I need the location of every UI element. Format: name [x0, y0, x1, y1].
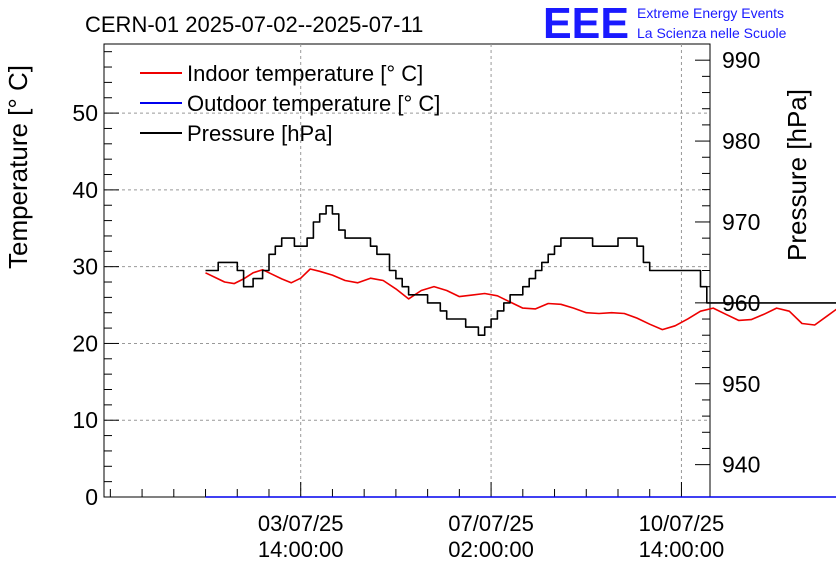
chart-title: CERN-01 2025-07-02--2025-07-11	[85, 12, 423, 37]
legend: Indoor temperature [° C] Outdoor temperat…	[140, 61, 440, 146]
grid-lines	[104, 44, 710, 497]
y2-tick-label: 950	[722, 371, 760, 397]
y-tick-label: 20	[72, 330, 98, 356]
series-lines	[205, 205, 836, 498]
legend-label: Pressure [hPa]	[187, 121, 333, 146]
y-tick-label: 10	[72, 407, 98, 433]
x-axis: 03/07/2514:00:0007/07/2502:00:0010/07/25…	[109, 482, 725, 562]
y-tick-label: 40	[72, 177, 98, 203]
x-tick-label: 03/07/25	[258, 511, 344, 536]
x-tick-label: 10/07/25	[639, 511, 725, 536]
y-axis-temperature: 0 10 20 30 40 50	[72, 51, 119, 510]
y2-tick-label: 990	[722, 47, 760, 73]
series-pressure	[205, 205, 836, 336]
logo-line-1: Extreme Energy Events	[637, 5, 784, 21]
x-tick-label: 14:00:00	[639, 537, 725, 562]
y-tick-label: 0	[85, 484, 98, 510]
y2-tick-label: 940	[722, 452, 760, 478]
x-tick-label: 02:00:00	[448, 537, 534, 562]
x-tick-label: 07/07/25	[448, 511, 534, 536]
legend-label: Indoor temperature [° C]	[187, 61, 423, 86]
y2-tick-label: 980	[722, 128, 760, 154]
logo-line-2: La Scienza nelle Scuole	[637, 25, 787, 41]
legend-label: Outdoor temperature [° C]	[187, 91, 440, 116]
eee-logo: EEE Extreme Energy Events La Scienza nel…	[543, 0, 787, 48]
y-tick-label: 30	[72, 254, 98, 280]
y-axis-label: Temperature [° C]	[3, 65, 33, 269]
x-tick-label: 14:00:00	[258, 537, 344, 562]
y2-tick-label: 970	[722, 209, 760, 235]
y2-axis-label: Pressure [hPa]	[782, 89, 812, 261]
y-tick-label: 50	[72, 100, 98, 126]
eee-logo-mark: EEE	[543, 0, 629, 48]
